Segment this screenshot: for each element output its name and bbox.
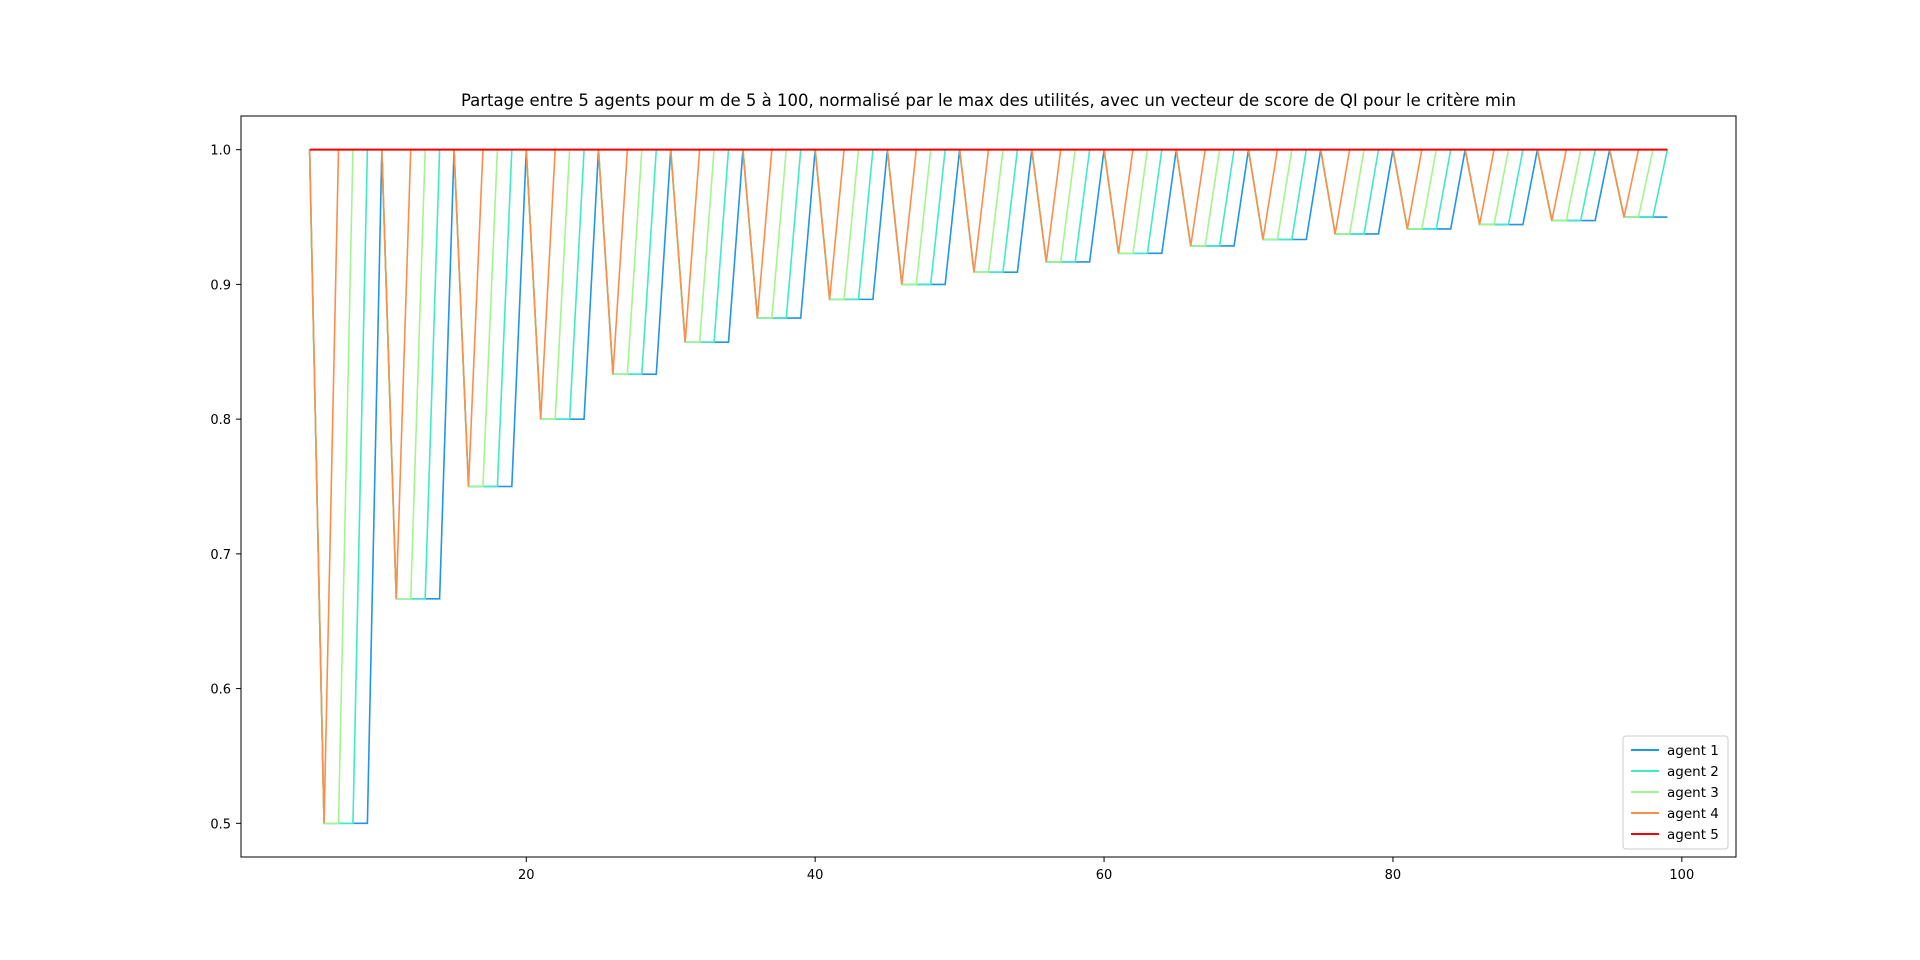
x-tick-label: 60 xyxy=(1096,868,1113,883)
y-tick-label: 1.0 xyxy=(210,144,231,159)
y-tick-label: 0.6 xyxy=(210,683,231,698)
plot-area xyxy=(240,115,1737,858)
series-line-agent-2 xyxy=(308,148,1669,825)
legend-label: agent 4 xyxy=(1667,806,1719,822)
series-line-agent-4 xyxy=(308,148,1668,824)
x-tick-label: 80 xyxy=(1385,868,1402,883)
x-tick-label: 40 xyxy=(807,868,824,883)
y-tick-label: 0.5 xyxy=(210,817,231,832)
legend-label: agent 2 xyxy=(1667,764,1719,780)
y-tick-label: 0.7 xyxy=(210,548,231,563)
legend-label: agent 1 xyxy=(1667,743,1719,759)
legend: agent 1 agent 2 agent 3 agent 4 agent 5 xyxy=(1622,735,1729,850)
chart-title: Partage entre 5 agents pour m de 5 à 100… xyxy=(461,91,1516,110)
legend-box xyxy=(1622,735,1729,850)
x-tick-label: 100 xyxy=(1669,868,1694,883)
y-axis: 0.5 0.6 0.7 0.8 0.9 1.0 xyxy=(210,144,241,832)
series-line-agent-1 xyxy=(308,149,1668,825)
y-tick-label: 0.8 xyxy=(210,413,231,428)
series-layer xyxy=(308,148,1669,825)
series-line-agent-3 xyxy=(308,148,1668,825)
y-tick-label: 0.9 xyxy=(210,278,231,293)
legend-label: agent 5 xyxy=(1667,827,1719,843)
x-tick-label: 20 xyxy=(518,868,535,883)
legend-label: agent 3 xyxy=(1667,785,1719,801)
axes-frame xyxy=(240,115,1737,858)
x-axis: 20 40 60 80 100 xyxy=(518,857,1694,883)
